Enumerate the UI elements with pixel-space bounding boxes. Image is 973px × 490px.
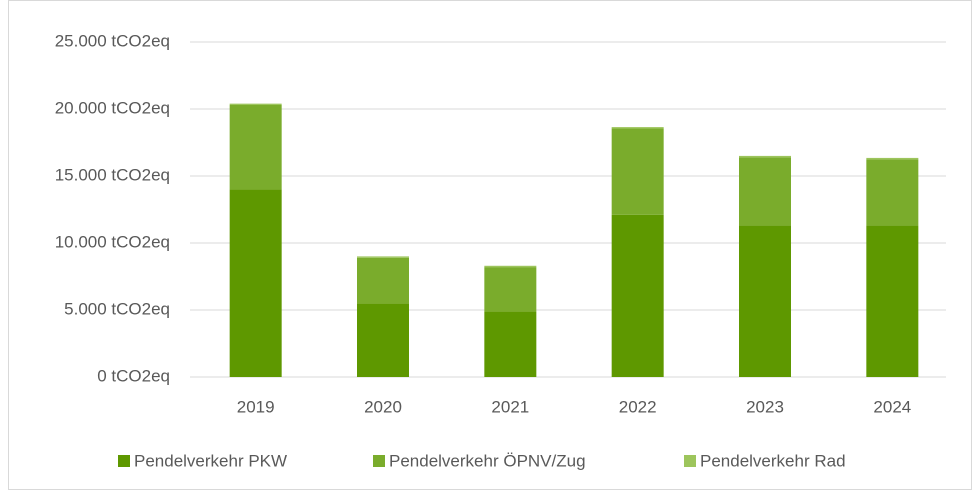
bar-segment [866,159,919,226]
y-tick-label: 0 tCO2eq [97,366,170,385]
y-tick-label: 20.000 tCO2eq [55,98,170,117]
bar-segment [357,303,409,377]
y-tick-label: 10.000 tCO2eq [55,232,170,251]
y-tick-label: 25.000 tCO2eq [55,31,170,50]
bar-segment [611,128,664,215]
bar-segment [739,225,791,377]
bar-segment [739,155,791,158]
bar-segment [229,189,282,377]
legend-label: Pendelverkehr PKW [134,451,287,470]
bar-segment [739,157,791,226]
legend-swatch [373,455,385,467]
legend-swatch [118,455,130,467]
bar-segment [357,256,409,258]
chart-frame [8,0,972,490]
x-tick-label: 2021 [491,397,529,416]
bar-segment [866,225,919,377]
x-tick-label: 2020 [364,397,402,416]
x-tick-label: 2019 [237,397,275,416]
bar-segment [866,157,919,160]
bar-segment [484,267,537,312]
bar-segment [611,214,664,377]
x-tick-label: 2022 [619,397,657,416]
legend-swatch [684,455,696,467]
legend-label: Pendelverkehr Rad [700,451,846,470]
bar-segment [357,257,409,304]
x-tick-label: 2024 [873,397,911,416]
bar-segment [229,104,282,190]
legend-label: Pendelverkehr ÖPNV/Zug [389,451,586,470]
bar-segment [484,265,537,268]
bar-segment [229,103,282,105]
y-tick-label: 15.000 tCO2eq [55,165,170,184]
x-tick-label: 2023 [746,397,784,416]
bar-segment [611,127,664,129]
y-tick-label: 5.000 tCO2eq [64,299,170,318]
bar-segment [484,311,537,377]
